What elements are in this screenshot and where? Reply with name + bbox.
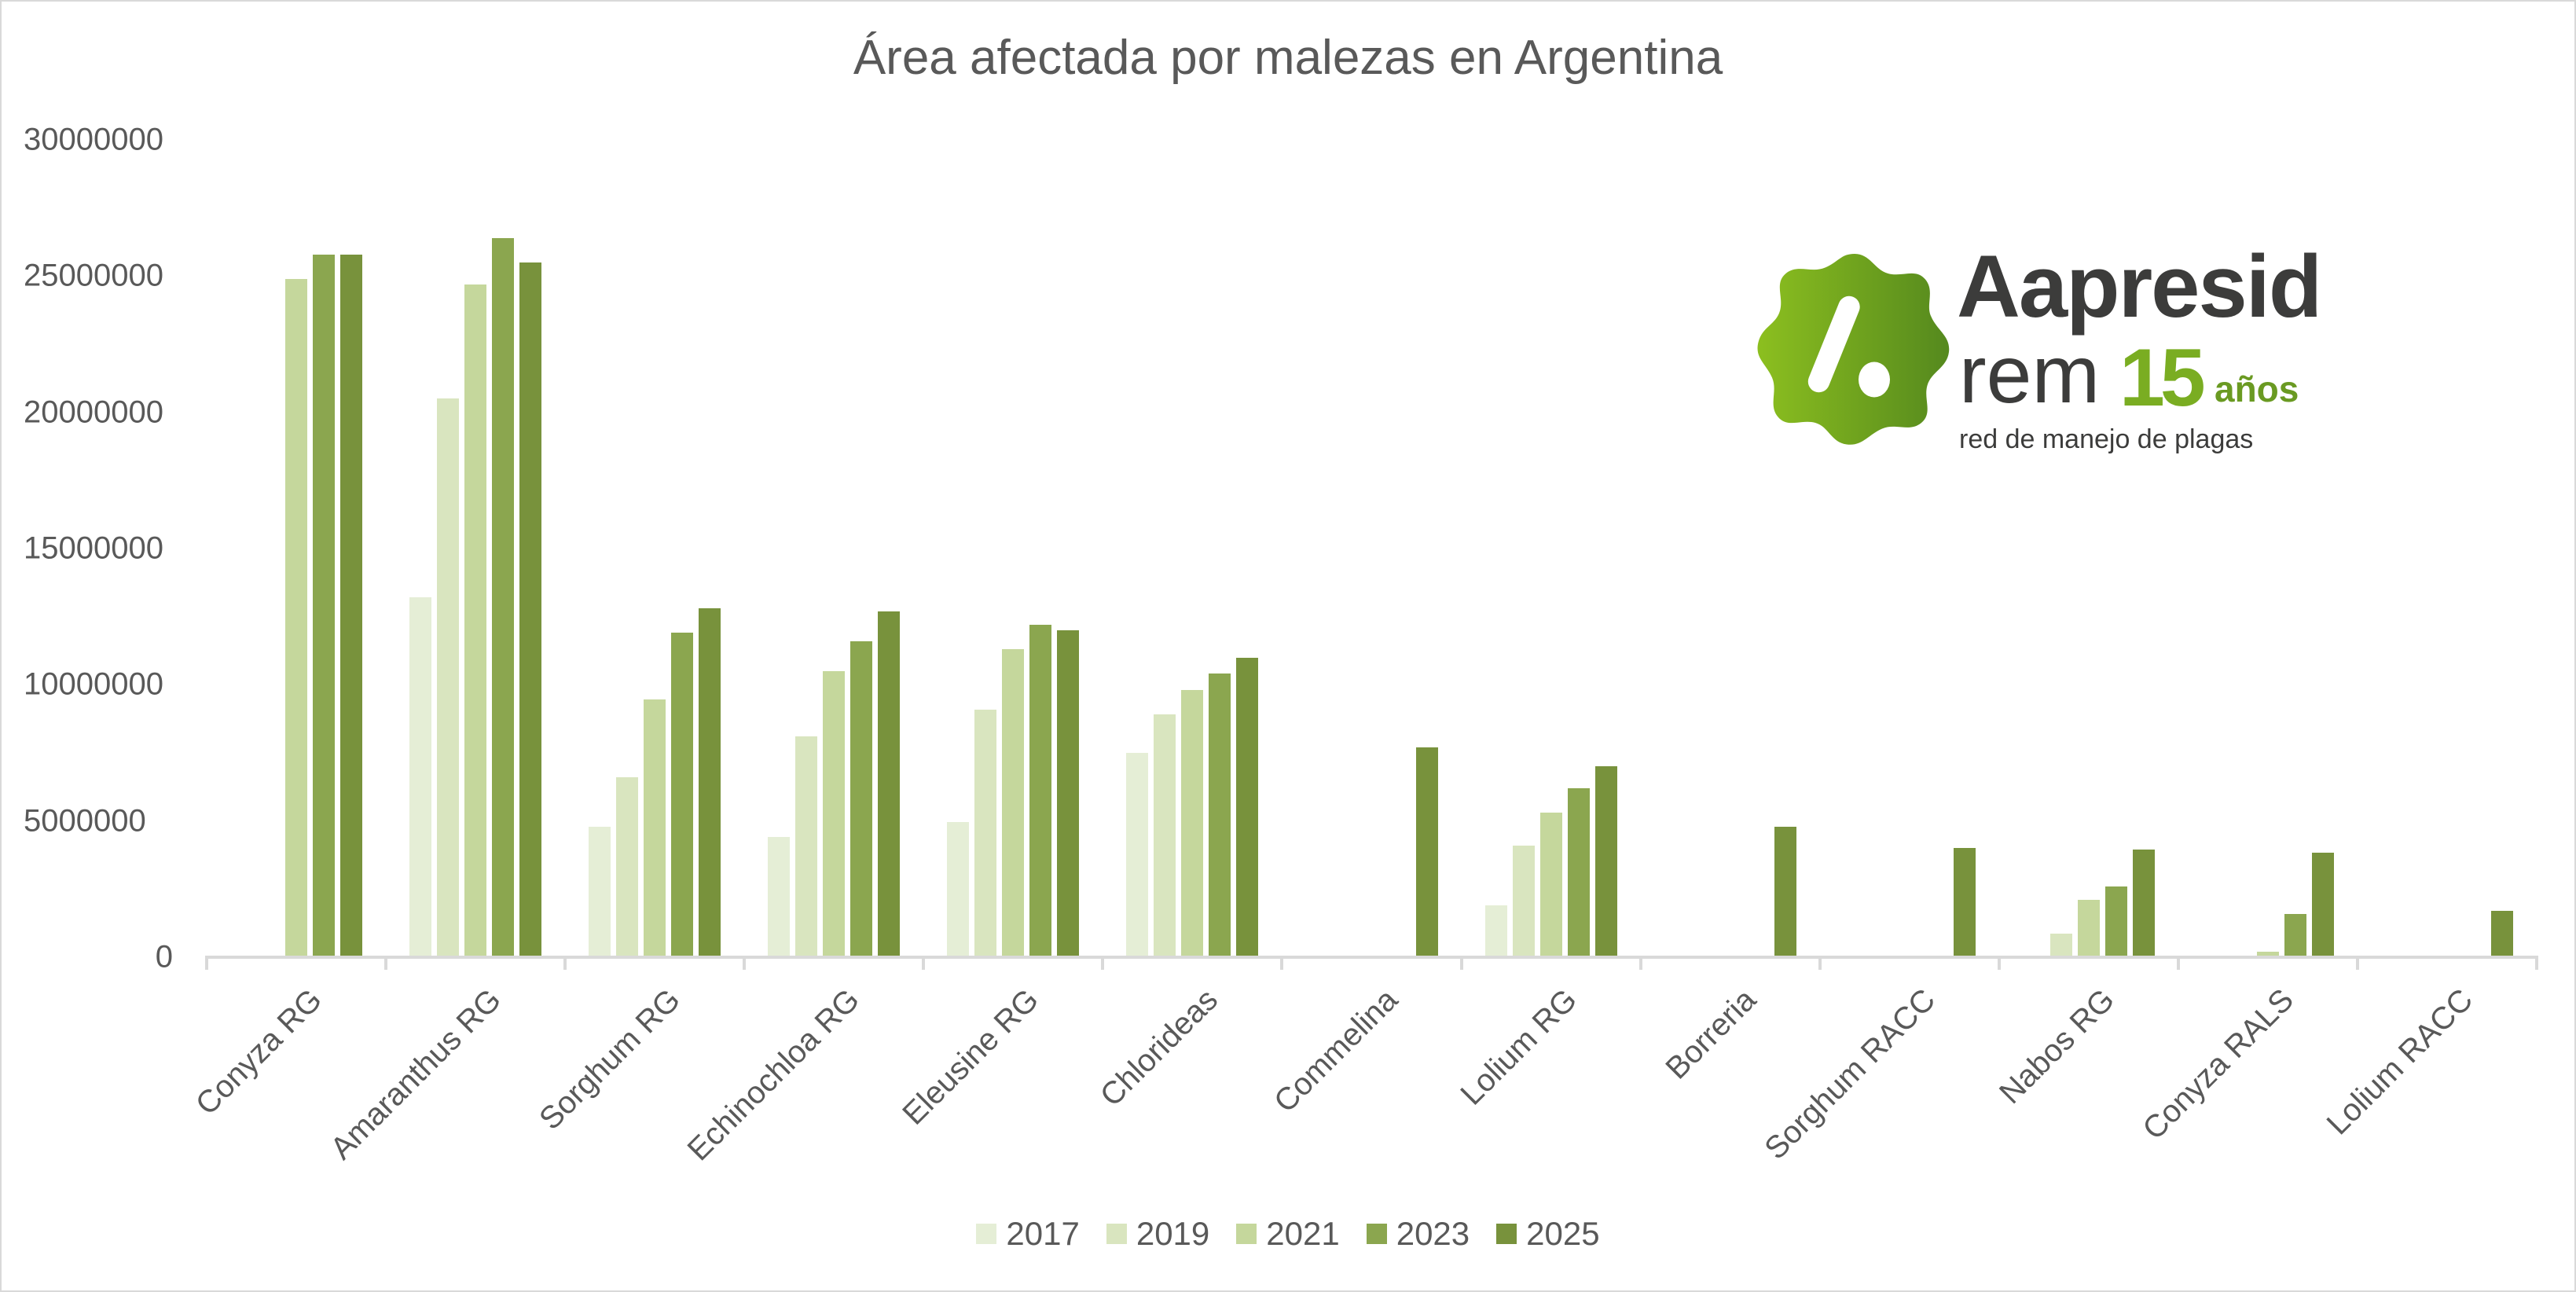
logo-anos: años bbox=[2215, 369, 2299, 409]
bar[interactable] bbox=[1181, 690, 1204, 957]
legend-swatch-icon bbox=[1366, 1224, 1387, 1244]
aapresid-badge-icon bbox=[1757, 254, 1950, 445]
bar[interactable] bbox=[340, 254, 363, 957]
legend-item[interactable]: 2025 bbox=[1496, 1215, 1600, 1253]
chart-title: Área afectada por malezas en Argentina bbox=[853, 31, 1723, 85]
legend-swatch-icon bbox=[1496, 1224, 1517, 1244]
bar[interactable] bbox=[519, 262, 542, 957]
bar[interactable] bbox=[795, 736, 818, 957]
y-tick-label: 15000000 bbox=[24, 530, 163, 566]
legend-label: 2019 bbox=[1136, 1215, 1210, 1252]
legend-item[interactable]: 2019 bbox=[1106, 1215, 1209, 1253]
legend-label: 2025 bbox=[1526, 1215, 1600, 1252]
bar[interactable] bbox=[1236, 657, 1259, 957]
legend-label: 2017 bbox=[1006, 1215, 1080, 1252]
y-tick-label: 0 bbox=[155, 939, 173, 975]
logo-tagline: red de manejo de plagas bbox=[1959, 424, 2254, 454]
x-tick bbox=[1459, 956, 1463, 970]
bar[interactable] bbox=[768, 837, 791, 957]
bar[interactable] bbox=[1209, 674, 1231, 957]
legend-swatch-icon bbox=[976, 1224, 997, 1244]
bar[interactable] bbox=[2132, 850, 2155, 957]
bar[interactable] bbox=[492, 237, 515, 957]
bar[interactable] bbox=[823, 671, 846, 957]
bar[interactable] bbox=[1594, 766, 1617, 957]
x-tick bbox=[1997, 956, 2001, 970]
legend-swatch-icon bbox=[1106, 1224, 1127, 1244]
x-tick bbox=[922, 956, 926, 970]
x-tick bbox=[1280, 956, 1284, 970]
bar[interactable] bbox=[589, 826, 611, 957]
bar[interactable] bbox=[464, 284, 487, 957]
bar[interactable] bbox=[1057, 630, 1080, 957]
y-tick-label: 25000000 bbox=[24, 258, 163, 293]
legend-label: 2023 bbox=[1396, 1215, 1470, 1252]
bar[interactable] bbox=[1415, 747, 1438, 957]
legend-label: 2021 bbox=[1266, 1215, 1340, 1252]
x-tick bbox=[1818, 956, 1822, 970]
plot-area bbox=[207, 140, 2537, 957]
bar[interactable] bbox=[2049, 933, 2072, 957]
bar[interactable] bbox=[878, 611, 901, 957]
bar[interactable] bbox=[644, 699, 666, 957]
bar[interactable] bbox=[285, 278, 308, 957]
bar[interactable] bbox=[2104, 886, 2127, 957]
x-tick bbox=[1101, 956, 1105, 970]
bar[interactable] bbox=[974, 709, 997, 957]
bar[interactable] bbox=[409, 597, 432, 957]
bar[interactable] bbox=[1154, 714, 1176, 957]
bar[interactable] bbox=[1567, 788, 1590, 957]
x-axis-line bbox=[207, 956, 2537, 959]
legend-item[interactable]: 2017 bbox=[976, 1215, 1080, 1253]
x-tick bbox=[205, 956, 208, 970]
x-tick bbox=[743, 956, 747, 970]
x-tick bbox=[563, 956, 567, 970]
bar[interactable] bbox=[1539, 813, 1562, 957]
x-tick bbox=[2535, 956, 2538, 970]
y-tick-label: 20000000 bbox=[24, 395, 163, 430]
bar[interactable] bbox=[437, 398, 460, 957]
bar[interactable] bbox=[699, 608, 721, 957]
bar[interactable] bbox=[616, 777, 639, 957]
logo-rem: rem bbox=[1959, 329, 2101, 420]
bar[interactable] bbox=[2311, 852, 2334, 957]
bar[interactable] bbox=[2256, 952, 2279, 957]
bar[interactable] bbox=[1126, 753, 1149, 957]
legend-item[interactable]: 2023 bbox=[1366, 1215, 1470, 1253]
legend: 2017 2019 2021 2023 2025 bbox=[0, 1215, 2576, 1253]
y-tick-label: 5000000 bbox=[24, 803, 146, 839]
y-tick-label: 30000000 bbox=[24, 122, 163, 157]
x-tick bbox=[2176, 956, 2180, 970]
bar[interactable] bbox=[1029, 625, 1052, 957]
legend-swatch-icon bbox=[1236, 1224, 1257, 1244]
logo-fifteen: 15 bbox=[2119, 332, 2206, 424]
bar[interactable] bbox=[850, 640, 873, 957]
bar[interactable] bbox=[1512, 845, 1535, 957]
bar[interactable] bbox=[1484, 905, 1507, 957]
legend-item[interactable]: 2021 bbox=[1236, 1215, 1340, 1253]
aapresid-rem-logo: Aapresid rem 15 años red de manejo de pl… bbox=[1756, 237, 2322, 454]
bar[interactable] bbox=[1774, 826, 1796, 957]
x-tick bbox=[1638, 956, 1642, 970]
y-tick-label: 10000000 bbox=[24, 666, 163, 702]
bar[interactable] bbox=[1002, 649, 1025, 957]
logo-brand: Aapresid bbox=[1957, 237, 2322, 336]
x-tick bbox=[2355, 956, 2359, 970]
bar[interactable] bbox=[947, 822, 970, 957]
bar[interactable] bbox=[2284, 913, 2306, 957]
bar[interactable] bbox=[671, 633, 694, 957]
bar[interactable] bbox=[313, 254, 336, 957]
bar[interactable] bbox=[1953, 848, 1976, 957]
bar[interactable] bbox=[2490, 911, 2513, 957]
bar[interactable] bbox=[2077, 900, 2100, 957]
x-tick bbox=[384, 956, 388, 970]
